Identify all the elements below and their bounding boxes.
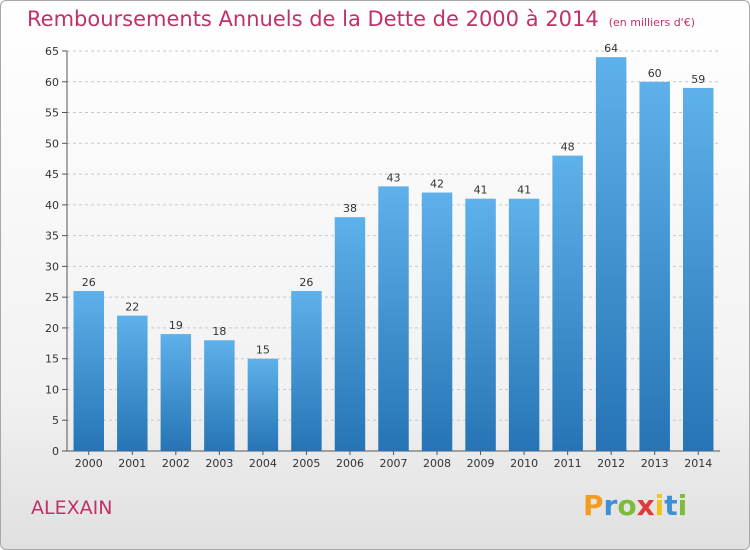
proxiti-logo[interactable]: Proxiti: [583, 489, 687, 522]
y-tick-label: 35: [45, 230, 59, 243]
chart-title: Remboursements Annuels de la Dette de 20…: [27, 7, 695, 31]
y-tick-label: 20: [45, 322, 59, 335]
x-tick-label: 2010: [510, 457, 538, 470]
x-tick-label: 2007: [380, 457, 408, 470]
y-tick-label: 10: [45, 383, 59, 396]
logo-letter: r: [603, 489, 618, 522]
x-tick-label: 2009: [467, 457, 495, 470]
data-label: 15: [256, 344, 270, 357]
y-tick-label: 55: [45, 107, 59, 120]
data-label: 26: [299, 276, 313, 289]
data-label: 59: [691, 73, 705, 86]
logo-letter: x: [636, 489, 655, 522]
x-tick-label: 2011: [554, 457, 582, 470]
data-label: 26: [82, 276, 96, 289]
data-label: 42: [430, 178, 444, 191]
bar: [73, 291, 105, 451]
y-tick-label: 5: [52, 414, 59, 427]
title-text: Remboursements Annuels de la Dette de 20…: [27, 7, 599, 31]
x-tick-label: 2001: [118, 457, 146, 470]
x-tick-label: 2013: [641, 457, 669, 470]
data-label: 38: [343, 202, 357, 215]
logo-letter: i: [677, 489, 688, 522]
y-tick-label: 30: [45, 260, 59, 273]
bar: [552, 155, 583, 451]
y-tick-label: 65: [45, 45, 59, 58]
x-tick-label: 2002: [162, 457, 190, 470]
x-tick-label: 2006: [336, 457, 364, 470]
bar: [334, 217, 366, 451]
x-tick-label: 2000: [75, 457, 103, 470]
bar: [421, 192, 453, 452]
bar: [595, 57, 627, 452]
y-tick-label: 0: [52, 445, 59, 458]
bar: [247, 358, 279, 451]
y-tick-label: 60: [45, 76, 59, 89]
x-tick-label: 2004: [249, 457, 277, 470]
data-label: 48: [561, 141, 575, 154]
bar: [508, 198, 540, 451]
bar: [291, 291, 322, 451]
data-label: 19: [169, 319, 183, 332]
x-tick-label: 2003: [205, 457, 233, 470]
data-label: 18: [212, 325, 226, 338]
logo-letter: P: [583, 489, 604, 522]
bar: [682, 87, 714, 451]
bar: [639, 81, 670, 452]
data-label: 41: [474, 184, 488, 197]
bar-layer: 26 22 19 18 15 26 38 43 42 41 41 48 64 60 59: [73, 42, 714, 452]
chart-subtitle: (en milliers d'€): [608, 16, 695, 29]
x-tick-label: 2008: [423, 457, 451, 470]
x-tick-label: 2005: [292, 457, 320, 470]
bar: [117, 315, 148, 451]
bar: [160, 334, 192, 451]
logo-letter: o: [617, 489, 637, 522]
logo-letter: t: [664, 489, 678, 522]
data-label: 60: [648, 67, 662, 80]
city-label: ALEXAIN: [31, 497, 113, 519]
data-label: 22: [125, 301, 139, 314]
logo-letter: i: [654, 489, 665, 522]
x-tick-label: 2012: [597, 457, 625, 470]
bar: [378, 186, 409, 451]
data-label: 43: [387, 171, 401, 184]
x-tick-label: 2014: [684, 457, 712, 470]
bar: [204, 340, 235, 451]
y-tick-label: 40: [45, 199, 59, 212]
bar: [465, 198, 496, 451]
y-tick-label: 45: [45, 168, 59, 181]
data-label: 64: [604, 42, 618, 55]
data-label: 41: [517, 184, 531, 197]
y-tick-label: 15: [45, 353, 59, 366]
y-tick-label: 50: [45, 137, 59, 150]
y-tick-label: 25: [45, 291, 59, 304]
